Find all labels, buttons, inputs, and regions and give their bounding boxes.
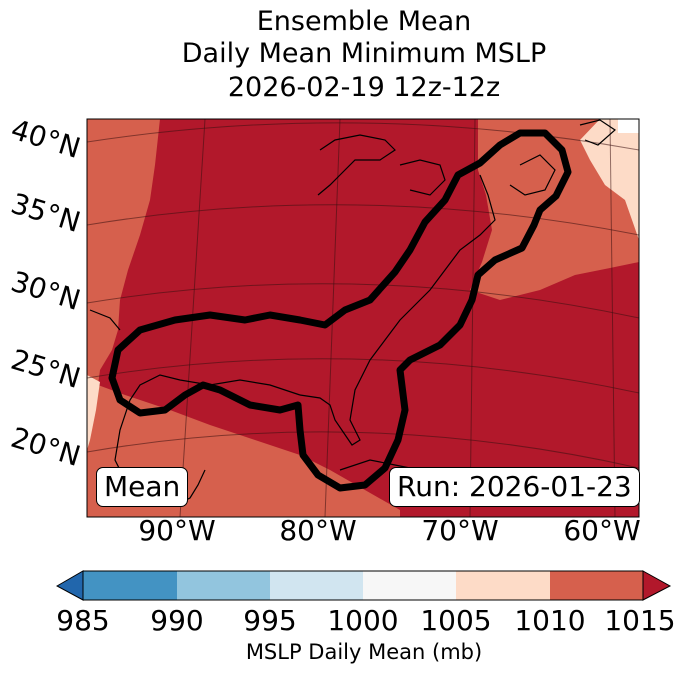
mean-label-box: Mean [96, 467, 189, 507]
title-line-3: 2026-02-19 12z-12z [227, 72, 501, 103]
colorbar-segment [363, 571, 456, 600]
colorbar-tick: 995 [243, 604, 297, 637]
colorbar-label: MSLP Daily Mean (mb) [245, 640, 483, 664]
colorbar-tick: 990 [150, 604, 204, 637]
colorbar-segment [177, 571, 270, 600]
colorbar-segment [83, 571, 177, 600]
graticule [87, 119, 639, 517]
lon-label-60w: 60°W [563, 514, 641, 547]
colorbar-tick: 985 [56, 604, 110, 637]
lon-label-90w: 90°W [138, 514, 216, 547]
colorbar-segment [550, 571, 643, 600]
colorbar-tick: 1010 [514, 604, 586, 637]
colorbar-segment [456, 571, 550, 600]
run-label-box: Run: 2026-01-23 [389, 467, 640, 507]
pressure-band-1005-west [87, 375, 100, 450]
map-frame [86, 118, 640, 518]
colorbar-tick: 1015 [604, 604, 676, 637]
colorbar [55, 570, 672, 601]
lon-label-80w: 80°W [279, 514, 357, 547]
lon-label-70w: 70°W [421, 514, 499, 547]
colorbar-tick: 1005 [420, 604, 492, 637]
colorbar-tick: 1000 [327, 604, 399, 637]
pressure-band-1005-east [580, 119, 639, 240]
title-line-1: Ensemble Mean [256, 6, 472, 37]
title-line-2: Daily Mean Minimum MSLP [181, 38, 547, 69]
colorbar-arrow-low [55, 570, 84, 601]
no-data-patch [618, 119, 639, 133]
colorbar-segment [270, 571, 363, 600]
ensemble-contour [108, 129, 572, 492]
colorbar-arrow-high [642, 570, 672, 601]
pressure-band-1015 [98, 119, 639, 517]
